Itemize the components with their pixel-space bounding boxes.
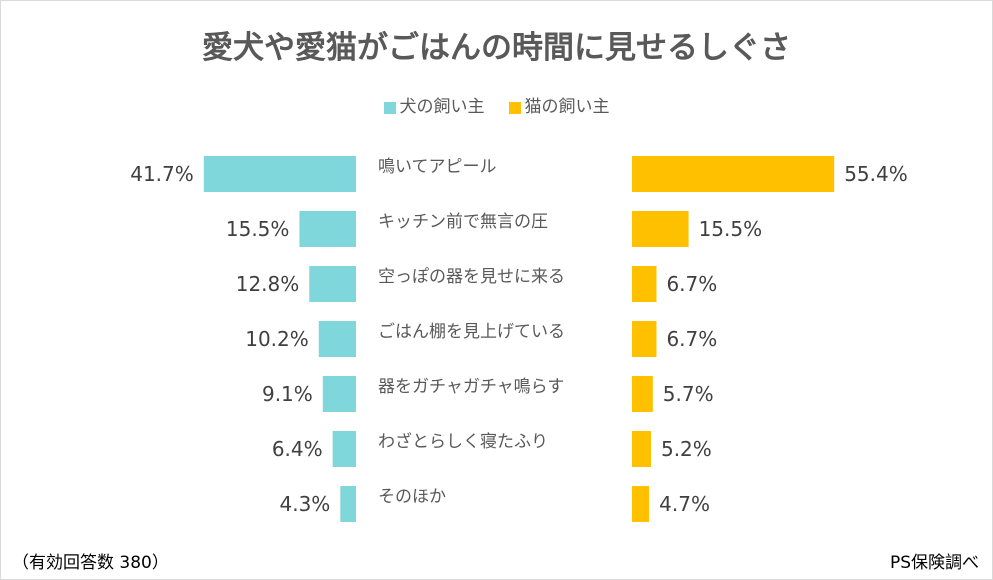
category-label: 器をガチャガチャ鳴らす (378, 377, 564, 397)
legend-swatch-cat (508, 101, 521, 114)
bar-dog (322, 376, 356, 412)
category-label: 空っぽの器を見せに来る (378, 267, 565, 287)
category-label: キッチン前で無言の圧 (378, 212, 548, 232)
data-label-dog: 12.8% (236, 272, 300, 296)
legend-label-dog: 犬の飼い主 (399, 97, 485, 117)
bar-cat (632, 156, 835, 192)
category-label: 鳴いてアピール (378, 157, 497, 177)
bar-dog (340, 486, 356, 522)
data-label-dog: 4.3% (279, 492, 330, 516)
bar-cat (632, 376, 653, 412)
legend-label-cat: 猫の飼い主 (524, 97, 610, 117)
legend-item-cat: 猫の飼い主 (508, 92, 610, 117)
bar-dog (318, 321, 356, 357)
response-count-note: （有効回答数 380） (12, 553, 169, 573)
data-label-cat: 15.5% (699, 217, 763, 241)
data-label-dog: 15.5% (226, 217, 290, 241)
data-label-dog: 9.1% (262, 382, 313, 406)
data-label-cat: 6.7% (666, 272, 717, 296)
category-label: そのほか (378, 487, 446, 507)
category-label: ごはん棚を見上げている (378, 322, 565, 342)
data-label-cat: 5.7% (663, 382, 714, 406)
data-label-cat: 55.4% (844, 162, 908, 186)
source-note: PS保険調べ (889, 553, 979, 573)
data-label-dog: 6.4% (272, 437, 323, 461)
legend: 犬の飼い主 猫の飼い主 (0, 92, 993, 117)
bar-cat (632, 266, 657, 302)
bar-cat (632, 321, 657, 357)
data-label-dog: 41.7% (130, 162, 194, 186)
bar-dog (203, 156, 356, 192)
data-label-dog: 10.2% (245, 327, 309, 351)
category-label: わざとらしく寝たふり (378, 431, 548, 452)
bar-cat (632, 431, 651, 467)
bar-dog (299, 211, 356, 247)
data-label-cat: 6.7% (666, 327, 717, 351)
data-label-cat: 4.7% (659, 492, 710, 516)
data-label-cat: 5.2% (661, 437, 712, 461)
legend-swatch-dog (383, 101, 396, 114)
legend-item-dog: 犬の飼い主 (383, 92, 485, 117)
bar-cat (632, 211, 689, 247)
bar-dog (332, 431, 356, 467)
chart-title: 愛犬や愛猫がごはんの時間に見せるしぐさ (202, 30, 791, 66)
bar-dog (309, 266, 356, 302)
bar-cat (632, 486, 650, 522)
